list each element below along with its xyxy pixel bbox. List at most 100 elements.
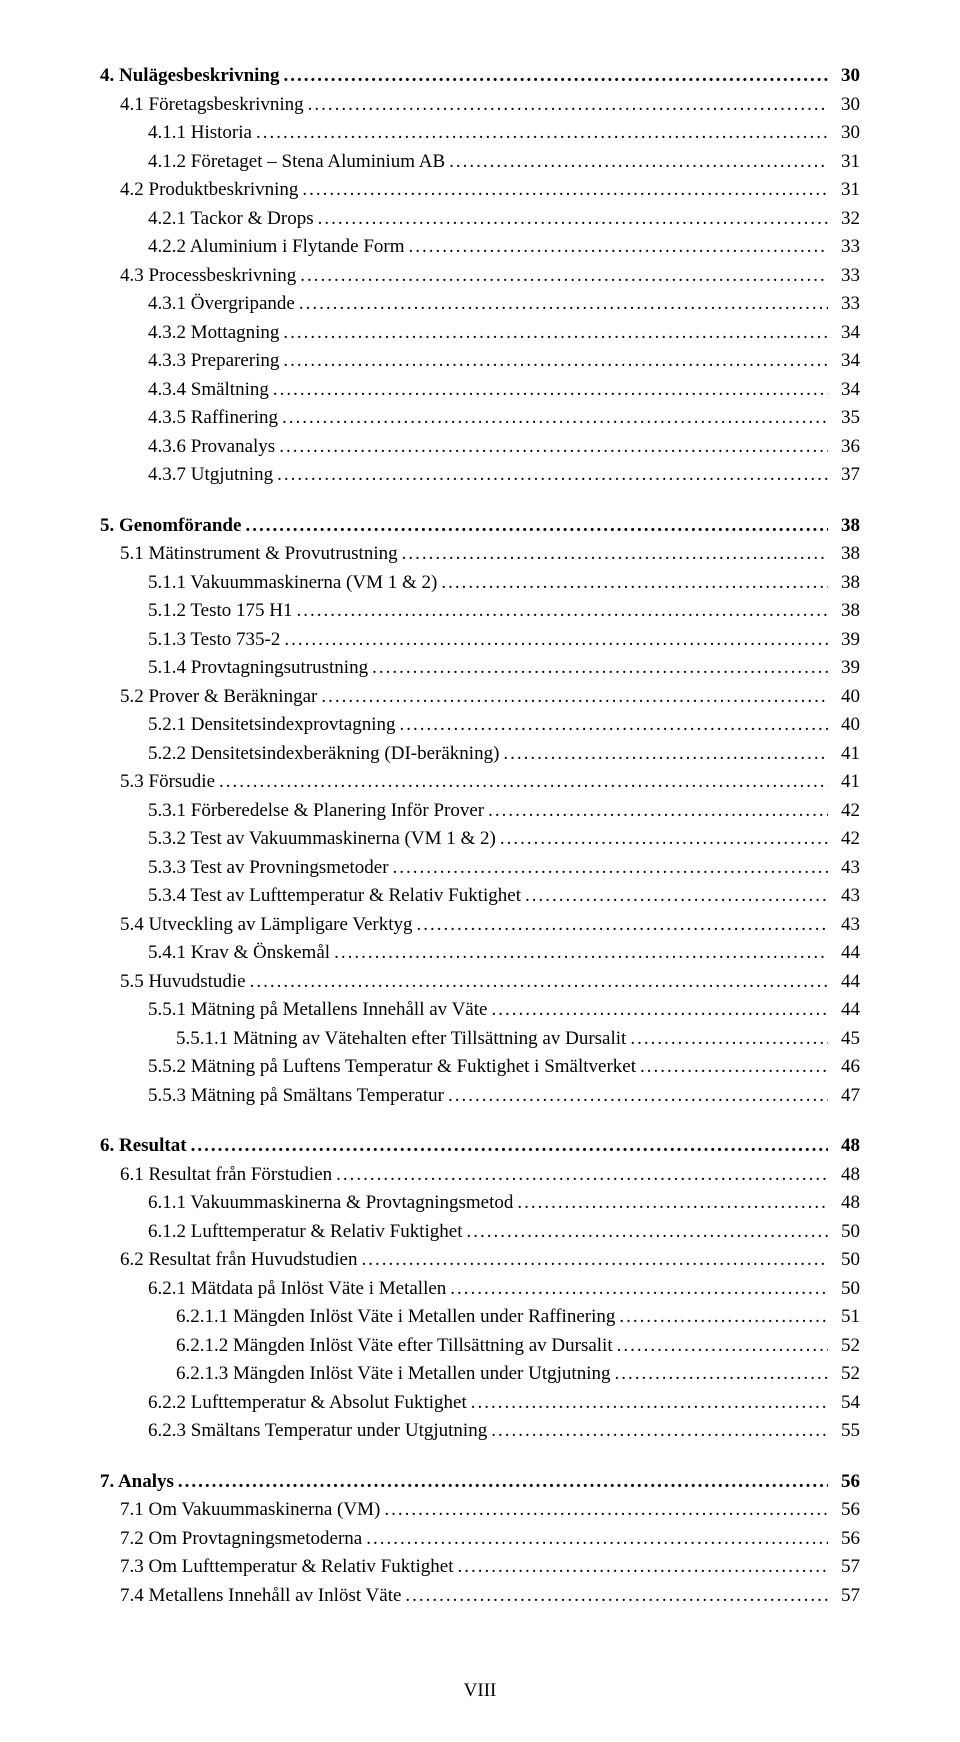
toc-entry-title: 5.3.4 Test av Lufttemperatur & Relativ F…	[148, 882, 521, 911]
toc-dot-leader	[361, 1246, 828, 1275]
toc-dot-leader	[277, 461, 828, 490]
toc-entry-title: 4.1 Företagsbeskrivning	[120, 91, 304, 120]
toc-entry-page: 39	[832, 626, 860, 655]
toc-entry-title: 4.1.1 Historia	[148, 119, 252, 148]
toc-entry-page: 42	[832, 825, 860, 854]
toc-entry: 5.1.2 Testo 175 H1 38	[100, 597, 860, 626]
toc-entry-page: 41	[832, 768, 860, 797]
toc-entry: 5.4.1 Krav & Önskemål 44	[100, 939, 860, 968]
toc-entry: 4.2.2 Aluminium i Flytande Form 33	[100, 233, 860, 262]
toc-entry: 4.2.1 Tackor & Drops 32	[100, 205, 860, 234]
toc-entry-page: 33	[832, 233, 860, 262]
toc-entry-page: 42	[832, 797, 860, 826]
toc-dot-leader	[448, 1082, 828, 1111]
toc-dot-leader	[279, 433, 828, 462]
toc-dot-leader	[400, 711, 829, 740]
toc-entry-title: 6.1.2 Lufttemperatur & Relativ Fuktighet	[148, 1218, 463, 1247]
toc-entry: 6.2.3 Smältans Temperatur under Utgjutni…	[100, 1417, 860, 1446]
toc-dot-leader	[250, 968, 828, 997]
toc-dot-leader	[282, 404, 828, 433]
toc-entry-title: 4.3.1 Övergripande	[148, 290, 295, 319]
toc-entry-title: 5.1.1 Vakuummaskinerna (VM 1 & 2)	[148, 569, 437, 598]
toc-entry-page: 40	[832, 683, 860, 712]
toc-entry-page: 43	[832, 854, 860, 883]
toc-entry-title: 6.1.1 Vakuummaskinerna & Provtagningsmet…	[148, 1189, 513, 1218]
toc-entry: 4.3.3 Preparering 34	[100, 347, 860, 376]
toc-entry-title: 4.3.6 Provanalys	[148, 433, 275, 462]
toc-entry-page: 48	[832, 1132, 860, 1161]
toc-entry-title: 4.3.2 Mottagning	[148, 319, 279, 348]
toc-entry-page: 33	[832, 262, 860, 291]
toc-dot-leader	[458, 1553, 829, 1582]
toc-entry: 4.1 Företagsbeskrivning 30	[100, 91, 860, 120]
toc-entry-title: 5.3.2 Test av Vakuummaskinerna (VM 1 & 2…	[148, 825, 496, 854]
toc-entry: 6.2 Resultat från Huvudstudien 50	[100, 1246, 860, 1275]
toc-entry-page: 43	[832, 911, 860, 940]
toc-entry: 5.2.1 Densitetsindexprovtagning 40	[100, 711, 860, 740]
toc-entry-title: 4.3.4 Smältning	[148, 376, 269, 405]
toc-entry: 6.1 Resultat från Förstudien 48	[100, 1161, 860, 1190]
toc-dot-leader	[467, 1218, 829, 1247]
toc-dot-leader	[471, 1389, 828, 1418]
toc-dot-leader	[640, 1053, 828, 1082]
toc-entry-title: 6.2.3 Smältans Temperatur under Utgjutni…	[148, 1417, 487, 1446]
toc-entry: 4.3.1 Övergripande 33	[100, 290, 860, 319]
toc-entry-page: 30	[832, 62, 860, 91]
toc-entry: 4.3.2 Mottagning 34	[100, 319, 860, 348]
toc-entry: 6.2.1.2 Mängden Inlöst Väte efter Tillsä…	[100, 1332, 860, 1361]
toc-dot-leader	[441, 569, 828, 598]
toc-entry-title: 5.5.2 Mätning på Luftens Temperatur & Fu…	[148, 1053, 636, 1082]
toc-entry-page: 48	[832, 1189, 860, 1218]
toc-entry-title: 4.3.5 Raffinering	[148, 404, 278, 433]
toc-entry-page: 45	[832, 1025, 860, 1054]
toc-entry: 4. Nulägesbeskrivning 30	[100, 62, 860, 91]
toc-entry-title: 6. Resultat	[100, 1132, 187, 1161]
toc-dot-leader	[617, 1332, 828, 1361]
toc-entry: 5.4 Utveckling av Lämpligare Verktyg 43	[100, 911, 860, 940]
toc-entry: 6.1.1 Vakuummaskinerna & Provtagningsmet…	[100, 1189, 860, 1218]
toc-entry-page: 54	[832, 1389, 860, 1418]
toc-dot-leader	[178, 1468, 828, 1497]
toc-entry: 5.3.4 Test av Lufttemperatur & Relativ F…	[100, 882, 860, 911]
toc-dot-leader	[449, 148, 828, 177]
toc-dot-leader	[405, 1582, 828, 1611]
toc-dot-leader	[302, 176, 828, 205]
toc-entry: 4.3.5 Raffinering 35	[100, 404, 860, 433]
toc-dot-leader	[318, 205, 828, 234]
toc-entry-page: 50	[832, 1275, 860, 1304]
toc-entry-page: 44	[832, 968, 860, 997]
toc-dot-leader	[273, 376, 828, 405]
toc-entry: 4.1.1 Historia 30	[100, 119, 860, 148]
toc-dot-leader	[219, 768, 828, 797]
toc-dot-leader	[336, 1161, 828, 1190]
toc-dot-leader	[393, 854, 828, 883]
toc-entry-page: 55	[832, 1417, 860, 1446]
toc-dot-leader	[308, 91, 828, 120]
toc-entry-page: 38	[832, 512, 860, 541]
toc-entry-page: 38	[832, 540, 860, 569]
toc-entry: 4.3.7 Utgjutning 37	[100, 461, 860, 490]
toc-entry-page: 50	[832, 1218, 860, 1247]
toc-entry-page: 46	[832, 1053, 860, 1082]
toc-entry-title: 5.5 Huvudstudie	[120, 968, 246, 997]
toc-entry-page: 56	[832, 1468, 860, 1497]
toc-entry: 5. Genomförande 38	[100, 512, 860, 541]
toc-dot-leader	[245, 512, 828, 541]
toc-entry-title: 5.2.2 Densitetsindexberäkning (DI-beräkn…	[148, 740, 499, 769]
toc-entry-title: 4.3.3 Preparering	[148, 347, 279, 376]
toc-entry-title: 5. Genomförande	[100, 512, 241, 541]
toc-entry: 6.2.2 Lufttemperatur & Absolut Fuktighet…	[100, 1389, 860, 1418]
toc-entry-page: 52	[832, 1360, 860, 1389]
toc-entry: 6.2.1.1 Mängden Inlöst Väte i Metallen u…	[100, 1303, 860, 1332]
toc-entry: 5.2 Prover & Beräkningar 40	[100, 683, 860, 712]
toc-entry-title: 6.2.1.1 Mängden Inlöst Väte i Metallen u…	[176, 1303, 615, 1332]
toc-dot-leader	[321, 683, 828, 712]
toc-entry-page: 35	[832, 404, 860, 433]
toc-entry-page: 37	[832, 461, 860, 490]
toc-entry-page: 39	[832, 654, 860, 683]
toc-entry-page: 56	[832, 1496, 860, 1525]
toc-entry: 7.2 Om Provtagningsmetoderna 56	[100, 1525, 860, 1554]
toc-entry: 6.1.2 Lufttemperatur & Relativ Fuktighet…	[100, 1218, 860, 1247]
toc-entry-title: 5.5.1.1 Mätning av Vätehalten efter Till…	[176, 1025, 626, 1054]
toc-entry: 5.1.3 Testo 735-2 39	[100, 626, 860, 655]
